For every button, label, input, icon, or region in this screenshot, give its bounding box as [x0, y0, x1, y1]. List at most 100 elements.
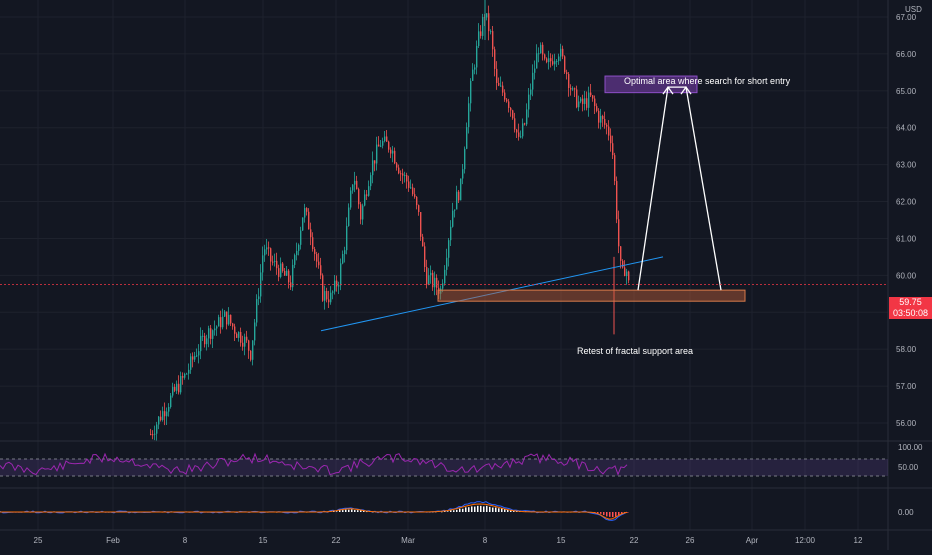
- currency-label: USD: [905, 5, 922, 14]
- candle: [528, 88, 530, 118]
- candle: [590, 83, 592, 97]
- macd-bar: [465, 507, 467, 512]
- candle: [478, 23, 480, 49]
- candle: [304, 203, 306, 223]
- macd-bar: [366, 511, 368, 513]
- candle: [566, 69, 568, 80]
- candle: [298, 243, 300, 256]
- candle: [292, 259, 294, 291]
- candle: [620, 246, 622, 269]
- candle: [432, 270, 434, 291]
- price-axis[interactable]: 67.00 66.00 65.00 64.00 63.00 62.00 61.00 60.00…: [896, 13, 917, 428]
- candle: [204, 332, 206, 348]
- macd-bar: [606, 512, 608, 517]
- candle: [492, 25, 494, 57]
- candle: [220, 310, 222, 334]
- macd-axis[interactable]: 0.00: [898, 508, 914, 517]
- candle: [364, 189, 366, 207]
- candle: [230, 314, 232, 327]
- candle: [368, 180, 370, 197]
- macd-bar: [351, 509, 353, 512]
- candle: [556, 59, 558, 67]
- candle: [602, 114, 604, 127]
- macd-bar: [471, 506, 473, 512]
- candle: [278, 264, 280, 282]
- candle: [264, 244, 266, 262]
- candle: [166, 407, 168, 426]
- candle: [350, 187, 352, 210]
- short-entry-zone-rectangle[interactable]: [604, 75, 698, 94]
- time-tick: Apr: [746, 536, 759, 545]
- candle: [448, 237, 450, 267]
- candlestick-series: [150, 0, 630, 441]
- candle: [560, 43, 562, 62]
- time-axis[interactable]: 25 Feb 8 15 22 Mar 8 15 22 26 Apr 12:00 12: [34, 536, 863, 545]
- candle: [358, 187, 360, 209]
- macd-bar: [348, 509, 350, 512]
- candle: [386, 129, 388, 142]
- rsi-pane[interactable]: [0, 452, 888, 477]
- candle: [550, 53, 552, 68]
- time-tick: 15: [557, 536, 566, 545]
- candle: [542, 42, 544, 61]
- candle: [612, 135, 614, 160]
- candle: [426, 259, 428, 289]
- candle: [332, 290, 334, 300]
- candle: [400, 170, 402, 182]
- support-annotation[interactable]: Retest of fractal support area: [577, 346, 694, 356]
- candle: [372, 151, 374, 184]
- macd-bar: [492, 507, 494, 512]
- candle: [408, 175, 410, 192]
- price-tick: 60.00: [896, 271, 917, 280]
- candle: [626, 268, 628, 285]
- price-tick: 61.00: [896, 234, 917, 243]
- macd-bar: [363, 510, 365, 512]
- candle: [286, 265, 288, 276]
- candle: [150, 428, 152, 436]
- candle: [274, 253, 276, 267]
- short-entry-annotation[interactable]: Optimal area where search for short entr…: [624, 76, 791, 86]
- candle: [200, 327, 202, 360]
- support-zone-rectangle[interactable]: [437, 289, 746, 302]
- candle: [238, 331, 240, 342]
- candle: [510, 106, 512, 117]
- candle: [538, 47, 540, 63]
- candle: [244, 333, 246, 356]
- candle: [576, 85, 578, 109]
- candle: [198, 344, 200, 364]
- candle: [570, 84, 572, 96]
- candle: [254, 319, 256, 346]
- candle: [518, 123, 520, 141]
- candle: [376, 136, 378, 171]
- fractal-trendline[interactable]: [320, 256, 664, 332]
- candle: [412, 183, 414, 197]
- price-tick: 66.00: [896, 50, 917, 59]
- candle: [584, 90, 586, 111]
- macd-bar: [444, 510, 446, 512]
- candle: [416, 195, 418, 210]
- candle: [194, 351, 196, 363]
- macd-pane[interactable]: [0, 501, 629, 521]
- candle: [458, 190, 460, 204]
- candle: [382, 137, 384, 149]
- arrow-head-icon: [662, 86, 674, 95]
- candle: [402, 168, 404, 184]
- drawings-layer[interactable]: [0, 75, 888, 332]
- macd-bar: [510, 510, 512, 512]
- candle: [354, 171, 356, 193]
- candle: [352, 184, 354, 194]
- time-tick: 26: [686, 536, 695, 545]
- rsi-axis[interactable]: 100.00 50.00: [898, 443, 923, 472]
- bar-countdown: 03:50:08: [892, 308, 929, 318]
- candle: [504, 89, 506, 102]
- projection-arrows[interactable]: [637, 86, 722, 291]
- candle: [320, 257, 322, 280]
- candle: [302, 217, 304, 232]
- time-tick: 22: [630, 536, 639, 545]
- candle: [574, 87, 576, 98]
- candle: [384, 131, 386, 143]
- candle: [330, 286, 332, 305]
- candle: [482, 13, 484, 40]
